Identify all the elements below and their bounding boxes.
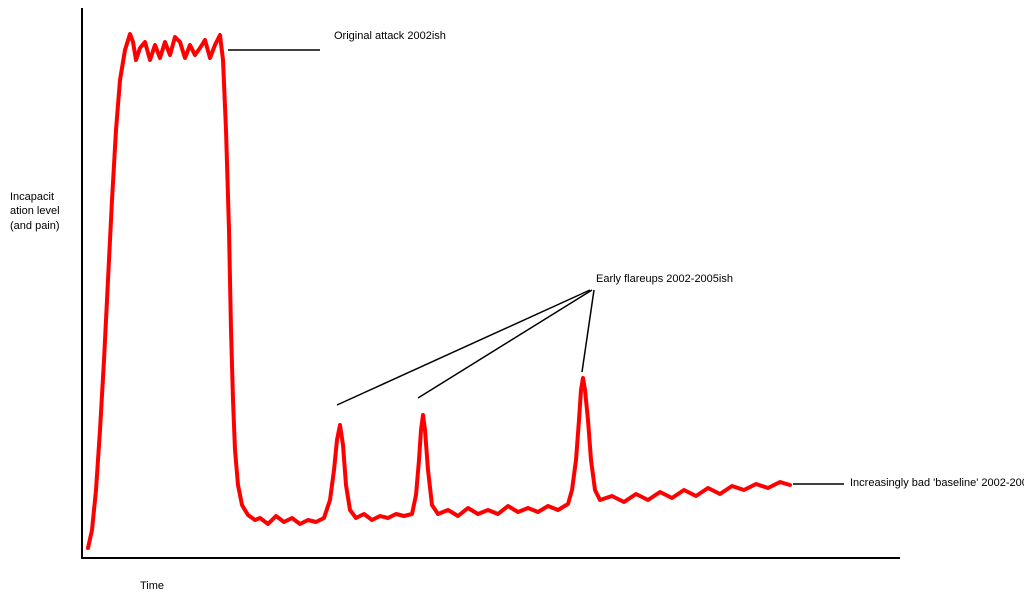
- x-axis-label: Time: [140, 580, 164, 592]
- y-axis-label: Incapacit ation level (and pain): [10, 190, 70, 233]
- sketch-chart: Incapacit ation level (and pain) Time Or…: [0, 0, 1024, 609]
- annotation-early-flareups: Early flareups 2002-2005ish: [596, 273, 733, 285]
- annotation-baseline: Increasingly bad 'baseline' 2002-2005ish: [850, 477, 1024, 489]
- chart-svg: [0, 0, 1024, 609]
- annotation-original-attack: Original attack 2002ish: [334, 30, 446, 42]
